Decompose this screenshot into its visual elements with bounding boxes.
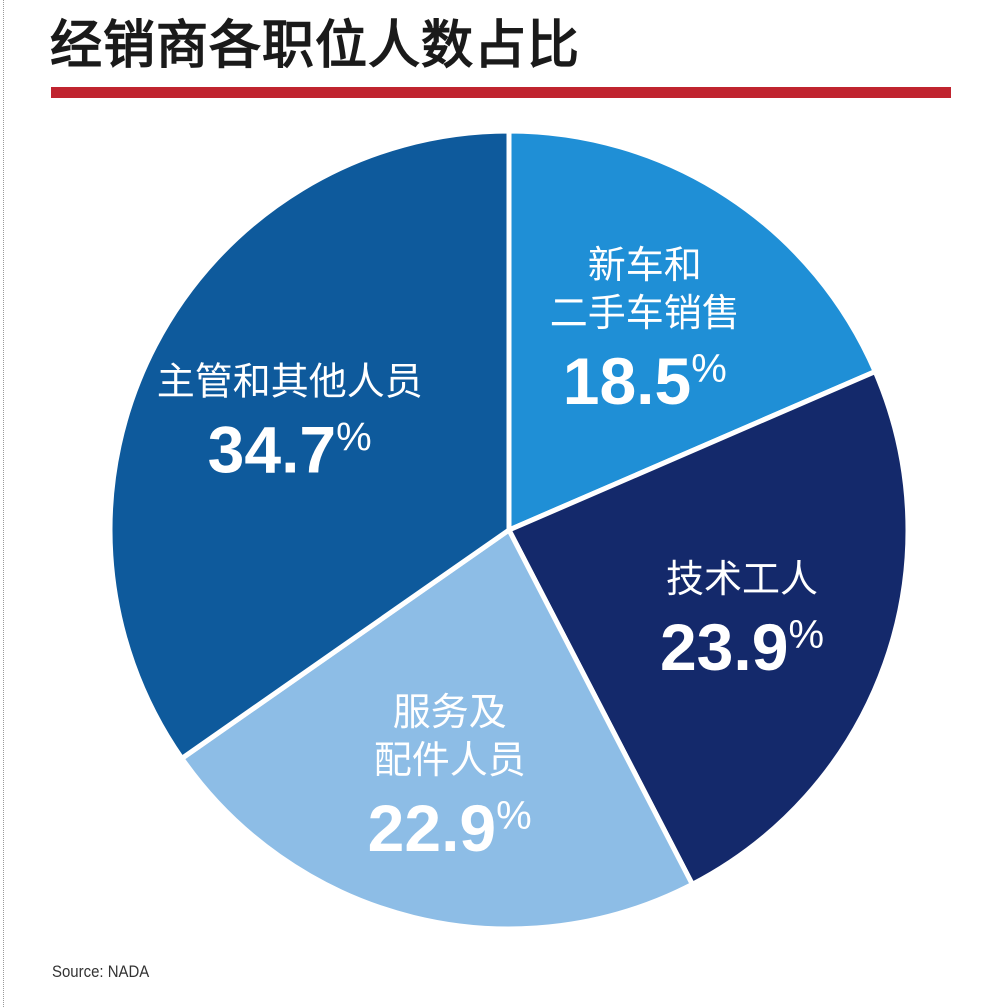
left-dotted-border [3,0,4,1007]
title-underline [51,87,951,98]
chart-title: 经销商各职位人数占比 [50,16,581,76]
pie-slice-managers-other [107,128,512,761]
slice-label-new-used-sales-line-2: 二手车销售 [550,291,740,335]
pie-slice-new-used-sales [506,128,878,533]
slice-value-service-parts: 22.9% [368,791,532,865]
slice-value-new-used-sales: 18.5% [563,344,727,418]
slice-value-managers-other: 34.7% [208,413,372,487]
slice-value-technicians: 23.9% [660,610,824,684]
pie-slice-technicians [506,369,911,887]
slice-label-service-parts-line-1: 服务及 [393,690,507,734]
slice-label-new-used-sales-line-1: 新车和 [588,243,702,287]
slice-label-technicians-line-1: 技术工人 [666,557,818,601]
slice-label-managers-other-line-1: 主管和其他人员 [157,360,423,404]
source-note: Source: NADA [52,962,150,981]
pie-slice-service-parts [179,527,695,932]
slice-label-service-parts-line-2: 配件人员 [374,738,526,782]
